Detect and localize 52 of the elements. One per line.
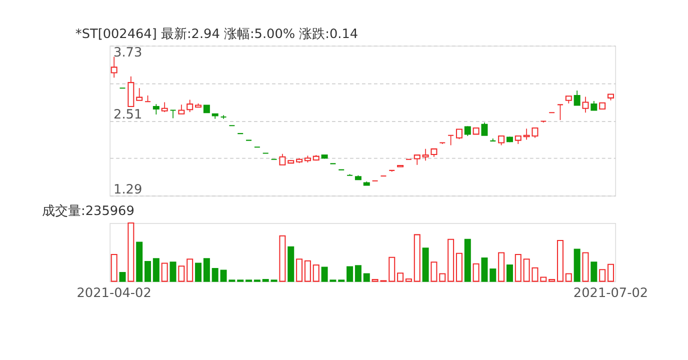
x-tick-label: 2021-07-02 [573,286,648,302]
bar [448,238,454,282]
bar [288,246,294,282]
bar [152,258,160,282]
bar [128,222,134,282]
bar [304,260,311,282]
bar [439,273,446,282]
bar [397,272,404,282]
bar [178,266,185,282]
bar [354,265,362,282]
bar [110,254,118,282]
bar [363,273,370,282]
bar [481,257,488,282]
bar [590,262,598,282]
bar [186,258,194,282]
y-tick-label: 3.73 [114,45,142,60]
bar [498,252,505,282]
bar [599,269,606,282]
bar [514,254,522,282]
bar [405,278,412,282]
bar [490,268,496,282]
y-tick-label: 1.29 [114,182,142,198]
bar [296,258,303,282]
x-tick-label: 2021-04-02 [76,286,152,302]
bar [144,260,152,282]
bar [161,262,168,282]
bar [464,238,471,282]
bar [472,263,480,282]
bar [565,273,572,282]
bar [346,266,354,282]
bar [540,276,547,282]
bar [582,252,589,282]
bar [456,252,462,282]
bar [414,234,420,282]
bar [574,248,580,282]
bar [136,242,143,282]
y-tick-label: 2.51 [114,108,142,123]
bar [279,235,286,282]
bar [608,264,614,282]
chart-title: *ST[002464] 最新:2.94 涨幅:5.00% 涨跌:0.14 [75,26,358,42]
bar [119,272,126,282]
bar [430,262,438,282]
bar [212,268,218,282]
bar [388,256,396,282]
bar [203,258,210,282]
bar [506,264,513,282]
bar [422,248,429,282]
bar [170,262,176,282]
bar [556,240,564,282]
bar [195,262,202,282]
chart-title: 成交量:235969 [42,202,134,219]
bar [312,264,320,282]
